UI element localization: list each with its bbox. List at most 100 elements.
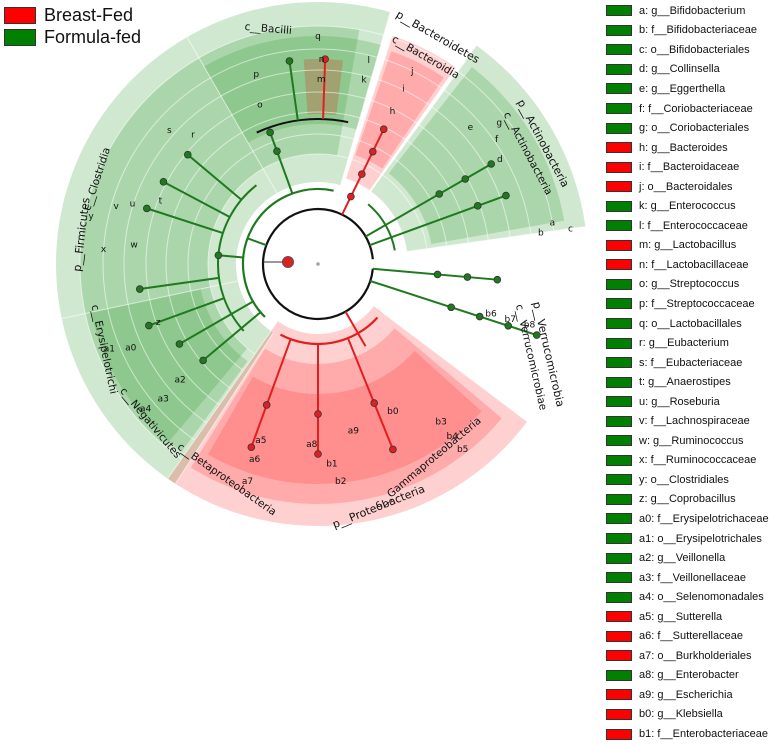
clade-letter-n: n (319, 55, 325, 65)
tree-node (368, 147, 377, 156)
tree-branch (163, 180, 231, 218)
key-legend-item: b1: f__Enterobacteriaceae (606, 724, 769, 744)
key-legend-swatch (606, 669, 632, 681)
key-legend-item: m: g__Lactobacillus (606, 236, 769, 256)
key-legend-swatch (606, 103, 632, 114)
clade-letter-k: k (361, 76, 367, 86)
key-legend-item: i: f__Bacteroidaceae (606, 157, 769, 177)
key-legend-swatch (606, 650, 632, 662)
tree-node (532, 331, 541, 339)
key-legend-label: b: f__Bifidobacteriaceae (639, 24, 758, 37)
key-legend-item: a5: g__Sutterella (606, 607, 769, 627)
clade-letter-b7: b7 (505, 315, 516, 325)
clade-divider (186, 36, 278, 194)
formula-fed-label: Formula-fed (44, 26, 142, 47)
tree-branch (218, 254, 244, 259)
tree-node (493, 275, 502, 284)
wedge-actino-class (388, 66, 565, 245)
key-legend-label: a: g__Bifidobacterium (639, 4, 746, 17)
key-legend-swatch (606, 357, 632, 369)
key-legend-label: y: o__Clostridiales (639, 473, 729, 486)
wedge-proteo-class (208, 350, 482, 484)
class-bacilli-label: c__Bacilli (244, 21, 292, 37)
clade-divider (383, 312, 528, 423)
tree-branch (202, 311, 262, 362)
key-legend-item: a7: o__Burkholderiales (606, 646, 769, 666)
clade-letter-b0: b0 (387, 407, 399, 417)
key-legend-item: s: f__Eubacteriaceae (606, 353, 769, 373)
clade-letter-j: j (410, 67, 414, 77)
clade-letter-s: s (167, 126, 172, 136)
key-legend-label: a3: f__Veillonellaceae (639, 571, 747, 584)
key-legend-item: a2: g__Veillonella (606, 548, 769, 568)
key-legend-swatch (606, 142, 632, 154)
clade-letter-b6: b6 (485, 310, 497, 320)
tree-branch (322, 59, 327, 120)
proteobacteria-arc (279, 316, 379, 346)
tree-node (321, 55, 329, 63)
wedge-negativicutes (91, 288, 248, 452)
key-legend-item: n: f__Lactobacillaceae (606, 255, 769, 275)
clade-letter-a9: a9 (348, 426, 360, 436)
tree-node (504, 322, 513, 330)
tree-node (266, 128, 274, 137)
key-legend-swatch (606, 318, 632, 330)
wedge-proteo-inner (190, 328, 502, 505)
tree-node (314, 450, 322, 458)
key-legend-label: b1: f__Enterobacteriaceae (639, 728, 769, 740)
key-legend-swatch (606, 161, 632, 173)
clade-letter-f: f (495, 135, 499, 145)
key-legend-swatch (606, 493, 632, 505)
key-legend-item: z: g__Coprobacillus (606, 490, 769, 510)
tree-node (314, 410, 322, 418)
key-legend-label: a1: o__Erysipelotrichales (639, 532, 762, 545)
wedge-bacilli (204, 36, 381, 143)
clade-letter-u: u (130, 200, 136, 210)
key-legend-swatch (606, 278, 632, 290)
clade-letter-i: i (402, 85, 405, 95)
key-legend-swatch (606, 200, 632, 212)
key-legend-swatch (606, 298, 632, 310)
key-legend-label: r: g__Eubacterium (639, 337, 729, 350)
clade-letter-m: m (317, 75, 326, 85)
key-legend-label: l: f__Enterococcaceae (639, 219, 748, 232)
tree-branch (347, 337, 394, 450)
clade-letter-z: z (156, 318, 161, 328)
key-legend-swatch (606, 454, 632, 466)
tree-nodes (135, 55, 541, 458)
level-ring (102, 48, 532, 441)
tree-branches (139, 59, 538, 454)
tree-branch (178, 300, 254, 345)
key-legend-swatch (606, 474, 632, 486)
key-legend-label: a5: g__Sutterella (639, 610, 723, 623)
key-legend-swatch (606, 44, 632, 56)
key-legend-label: g: o__Coriobacteriales (639, 122, 750, 135)
key-legend-item: a6: f__Sutterellaceae (606, 627, 769, 647)
tree-node (273, 147, 281, 156)
key-legend-swatch (606, 122, 632, 134)
key-legend-label: e: g__Eggerthella (639, 82, 726, 95)
key-legend-item: q: o__Lactobacillales (606, 314, 769, 334)
clade-letter-t: t (159, 196, 163, 206)
key-legend-swatch (606, 611, 632, 623)
tree-node (247, 443, 256, 452)
key-legend-item: a9: g__Escherichia (606, 685, 769, 705)
clade-letter-a4: a4 (140, 405, 152, 415)
key-legend-item: y: o__Clostridiales (606, 470, 769, 490)
tree-branch (146, 207, 224, 235)
wedge-firmicutes (56, 2, 391, 484)
key-legend-item: l: f__Enterococcaceae (606, 216, 769, 236)
key-legend-swatch (606, 630, 632, 642)
key-legend-label: z: g__Coprobacillus (639, 493, 736, 506)
tree-branch (369, 194, 507, 247)
clade-letter-b1: b1 (326, 460, 337, 470)
taxa-key-legend: a: g__Bifidobacterium b: f__Bifidobacteri… (606, 1, 769, 744)
key-legend-swatch (606, 591, 632, 603)
tree-node (214, 251, 223, 260)
legend-formula-fed: Formula-fed (4, 26, 141, 48)
level-ring (123, 69, 511, 424)
key-legend-item: b0: g__Klebsiella (606, 705, 769, 725)
tree-node (389, 445, 397, 454)
key-legend-item: a3: f__Veillonellaceae (606, 568, 769, 588)
key-legend-label: b0: g__Klebsiella (639, 708, 723, 721)
